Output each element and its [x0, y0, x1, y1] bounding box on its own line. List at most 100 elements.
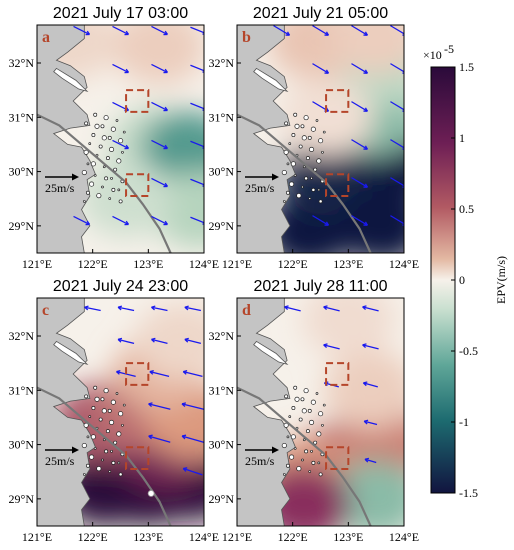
wind-vectors [84, 305, 204, 476]
study-box-2 [125, 173, 150, 198]
x-tick-label: 124°E [389, 530, 419, 544]
wind-arrow [148, 402, 171, 410]
scale-arrow-label: 25m/s [245, 181, 275, 195]
wind-arrow [151, 305, 168, 312]
scale-arrow [45, 173, 79, 181]
epv-anomaly [279, 138, 373, 216]
wind-arrow [351, 25, 369, 36]
panel-letter: a [42, 29, 50, 46]
epv-anomaly [301, 298, 396, 359]
panel-letter: b [242, 29, 251, 46]
x-tick-label: 123°E [333, 257, 363, 271]
y-tick-label: 30°N [9, 165, 35, 179]
y-tick-label: 29°N [9, 219, 35, 233]
wind-arrow [323, 343, 340, 350]
x-tick-label: 123°E [133, 530, 163, 544]
y-tick-label: 30°N [209, 438, 235, 452]
panel-title: 2021 July 24 23:00 [53, 278, 188, 295]
y-tick-label: 32°N [9, 56, 35, 70]
x-tick-label: 122°E [78, 257, 108, 271]
wind-arrow [151, 101, 169, 112]
typhoon-track [237, 113, 372, 253]
panel-frame [236, 24, 405, 254]
colorbar-tick-label: 0.5 [459, 202, 474, 216]
scale-arrow [245, 173, 279, 181]
colorbar-tick-label: 0 [459, 273, 465, 287]
x-tick-label: 121°E [222, 257, 252, 271]
wind-arrow [151, 177, 169, 188]
wind-arrow [351, 139, 369, 150]
study-box-1 [125, 362, 150, 386]
colorbar-tick-label: -0.5 [459, 344, 478, 358]
land-mask [37, 25, 96, 253]
estuary-island [253, 67, 289, 92]
estuary-island [253, 340, 289, 365]
epv-anomaly [134, 302, 204, 381]
wind-arrow [363, 419, 378, 426]
epv-anomaly [112, 25, 204, 86]
scale-arrow-label: 25m/s [45, 454, 75, 468]
wind-arrow [112, 63, 130, 74]
epv-anomaly [79, 159, 173, 238]
x-tick-label: 123°E [133, 257, 163, 271]
wind-arrow [351, 215, 369, 226]
y-tick-label: 31°N [9, 110, 35, 124]
y-tick-label: 31°N [9, 383, 35, 397]
wind-arrow [184, 305, 201, 312]
wind-arrow [351, 63, 369, 74]
wind-arrow [362, 381, 378, 388]
scale-arrow [245, 446, 279, 454]
colorbar-label: EPV(m/s) [494, 256, 508, 304]
land-mask [37, 298, 96, 526]
y-tick-label: 29°N [9, 492, 35, 506]
x-tick-label: 121°E [22, 530, 52, 544]
estuary-island [53, 340, 89, 365]
epv-anomaly [323, 351, 404, 430]
x-tick-label: 124°E [189, 257, 219, 271]
wind-arrow [284, 305, 301, 312]
y-tick-label: 31°N [209, 110, 235, 124]
wind-arrow [151, 337, 168, 345]
scale-arrow [45, 446, 79, 454]
island-cluster [281, 385, 326, 477]
wind-arrow [73, 215, 91, 226]
wind-vectors [284, 305, 379, 464]
wind-arrow [184, 337, 202, 345]
x-tick-label: 121°E [222, 530, 252, 544]
island-cluster [81, 385, 126, 477]
wind-arrow [73, 25, 91, 36]
y-tick-label: 30°N [9, 438, 35, 452]
study-box-2 [325, 446, 350, 470]
island-cluster [81, 112, 126, 204]
y-tick-label: 32°N [209, 56, 235, 70]
scale-arrow-label: 25m/s [45, 181, 75, 195]
wind-arrow [84, 305, 101, 312]
x-tick-label: 122°E [278, 530, 308, 544]
panel-frame [236, 297, 405, 527]
x-tick-label: 121°E [22, 257, 52, 271]
land-mask [237, 298, 296, 526]
panel-title: 2021 July 21 05:00 [253, 5, 388, 22]
wind-arrow [312, 25, 330, 36]
panel-frame [36, 297, 205, 527]
colorbar-tick-label: 1.5 [459, 60, 474, 74]
island-cluster [281, 112, 326, 204]
study-box-1 [325, 89, 350, 113]
colorbar-tick-label: 1 [459, 131, 465, 145]
colorbar-tick-label: -1 [459, 415, 469, 429]
wind-arrow [362, 305, 379, 312]
panel-letter: c [42, 302, 49, 319]
typhoon-track [237, 386, 372, 526]
x-tick-label: 122°E [78, 530, 108, 544]
x-tick-label: 124°E [189, 530, 219, 544]
y-tick-label: 32°N [209, 329, 235, 343]
y-tick-label: 29°N [209, 492, 235, 506]
y-tick-label: 32°N [9, 329, 35, 343]
wind-arrow [351, 101, 369, 112]
typhoon-center-marker [147, 490, 155, 497]
wind-arrow [362, 343, 379, 350]
study-box-1 [325, 362, 350, 386]
